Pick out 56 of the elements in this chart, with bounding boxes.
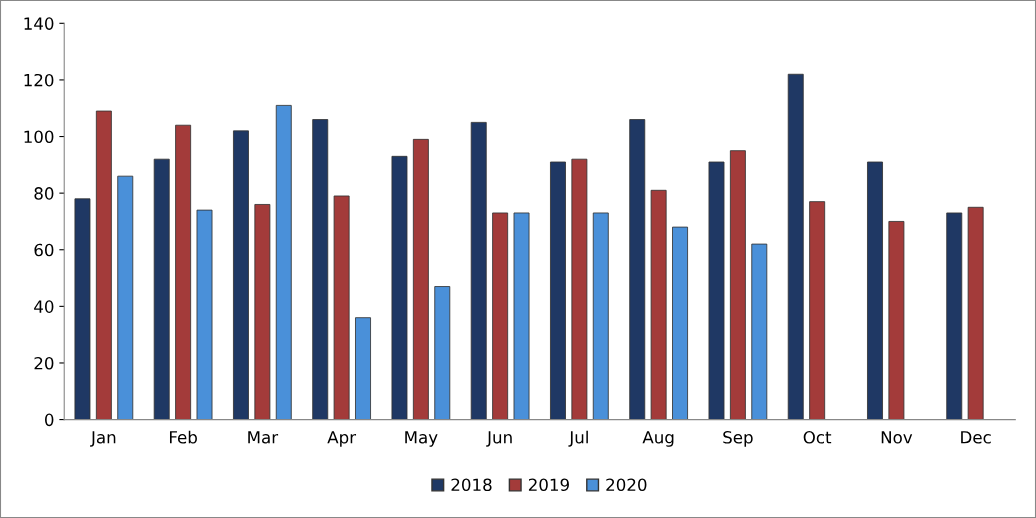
x-tick-label: Feb [170, 430, 197, 444]
x-tick-label: Jan [90, 431, 116, 447]
bar [729, 150, 746, 420]
y-tick-label: 120 [24, 73, 54, 87]
x-tick-label: Mar [248, 431, 279, 444]
bar [751, 243, 768, 420]
bar [888, 221, 905, 420]
bar [254, 204, 271, 420]
y-tick-label: 20 [34, 356, 54, 370]
y-tick-label: 40 [34, 300, 54, 313]
x-tick-label: Jul [568, 430, 588, 447]
x-tick-label: May [405, 431, 438, 447]
x-tick-label: Oct [803, 430, 832, 444]
bar [117, 175, 134, 420]
x-tick-label: Nov [881, 431, 913, 444]
y-tick-label: 60 [34, 243, 54, 257]
bar [470, 121, 487, 420]
bar [571, 158, 588, 420]
bar [175, 124, 192, 420]
bar [333, 195, 350, 420]
bar [434, 286, 451, 420]
bar [629, 119, 646, 420]
bar [391, 155, 408, 420]
x-tick-label: Aug [642, 431, 674, 447]
y-tick-label: 80 [34, 187, 54, 200]
legend-label: 2020 [606, 478, 647, 492]
x-tick-label: Apr [327, 431, 357, 447]
bar [355, 317, 371, 420]
legend-label: 2018 [451, 478, 492, 492]
bar [412, 138, 429, 420]
bar [74, 198, 91, 420]
x-tick-label: Dec [961, 431, 991, 444]
bar [196, 209, 213, 420]
bar [708, 161, 725, 420]
bar [787, 73, 804, 420]
y-tick-label: 100 [24, 130, 54, 144]
bar [672, 226, 688, 420]
bar [513, 212, 530, 420]
x-tick-label: Sep [723, 430, 753, 447]
x-tick-label: Jun [486, 431, 512, 447]
y-tick-label: 140 [24, 17, 54, 30]
bar [312, 119, 329, 420]
bar [550, 161, 566, 420]
bar [867, 161, 883, 420]
bar [233, 130, 249, 420]
bar [967, 206, 984, 420]
bar [275, 104, 292, 420]
bar [592, 212, 609, 420]
bar [95, 110, 112, 420]
bar [153, 158, 170, 420]
bar [809, 201, 826, 420]
y-tick-label: 0 [45, 413, 54, 427]
bar [946, 212, 963, 420]
bar [650, 189, 667, 420]
bar [492, 212, 509, 420]
legend-label: 2019 [528, 478, 569, 492]
